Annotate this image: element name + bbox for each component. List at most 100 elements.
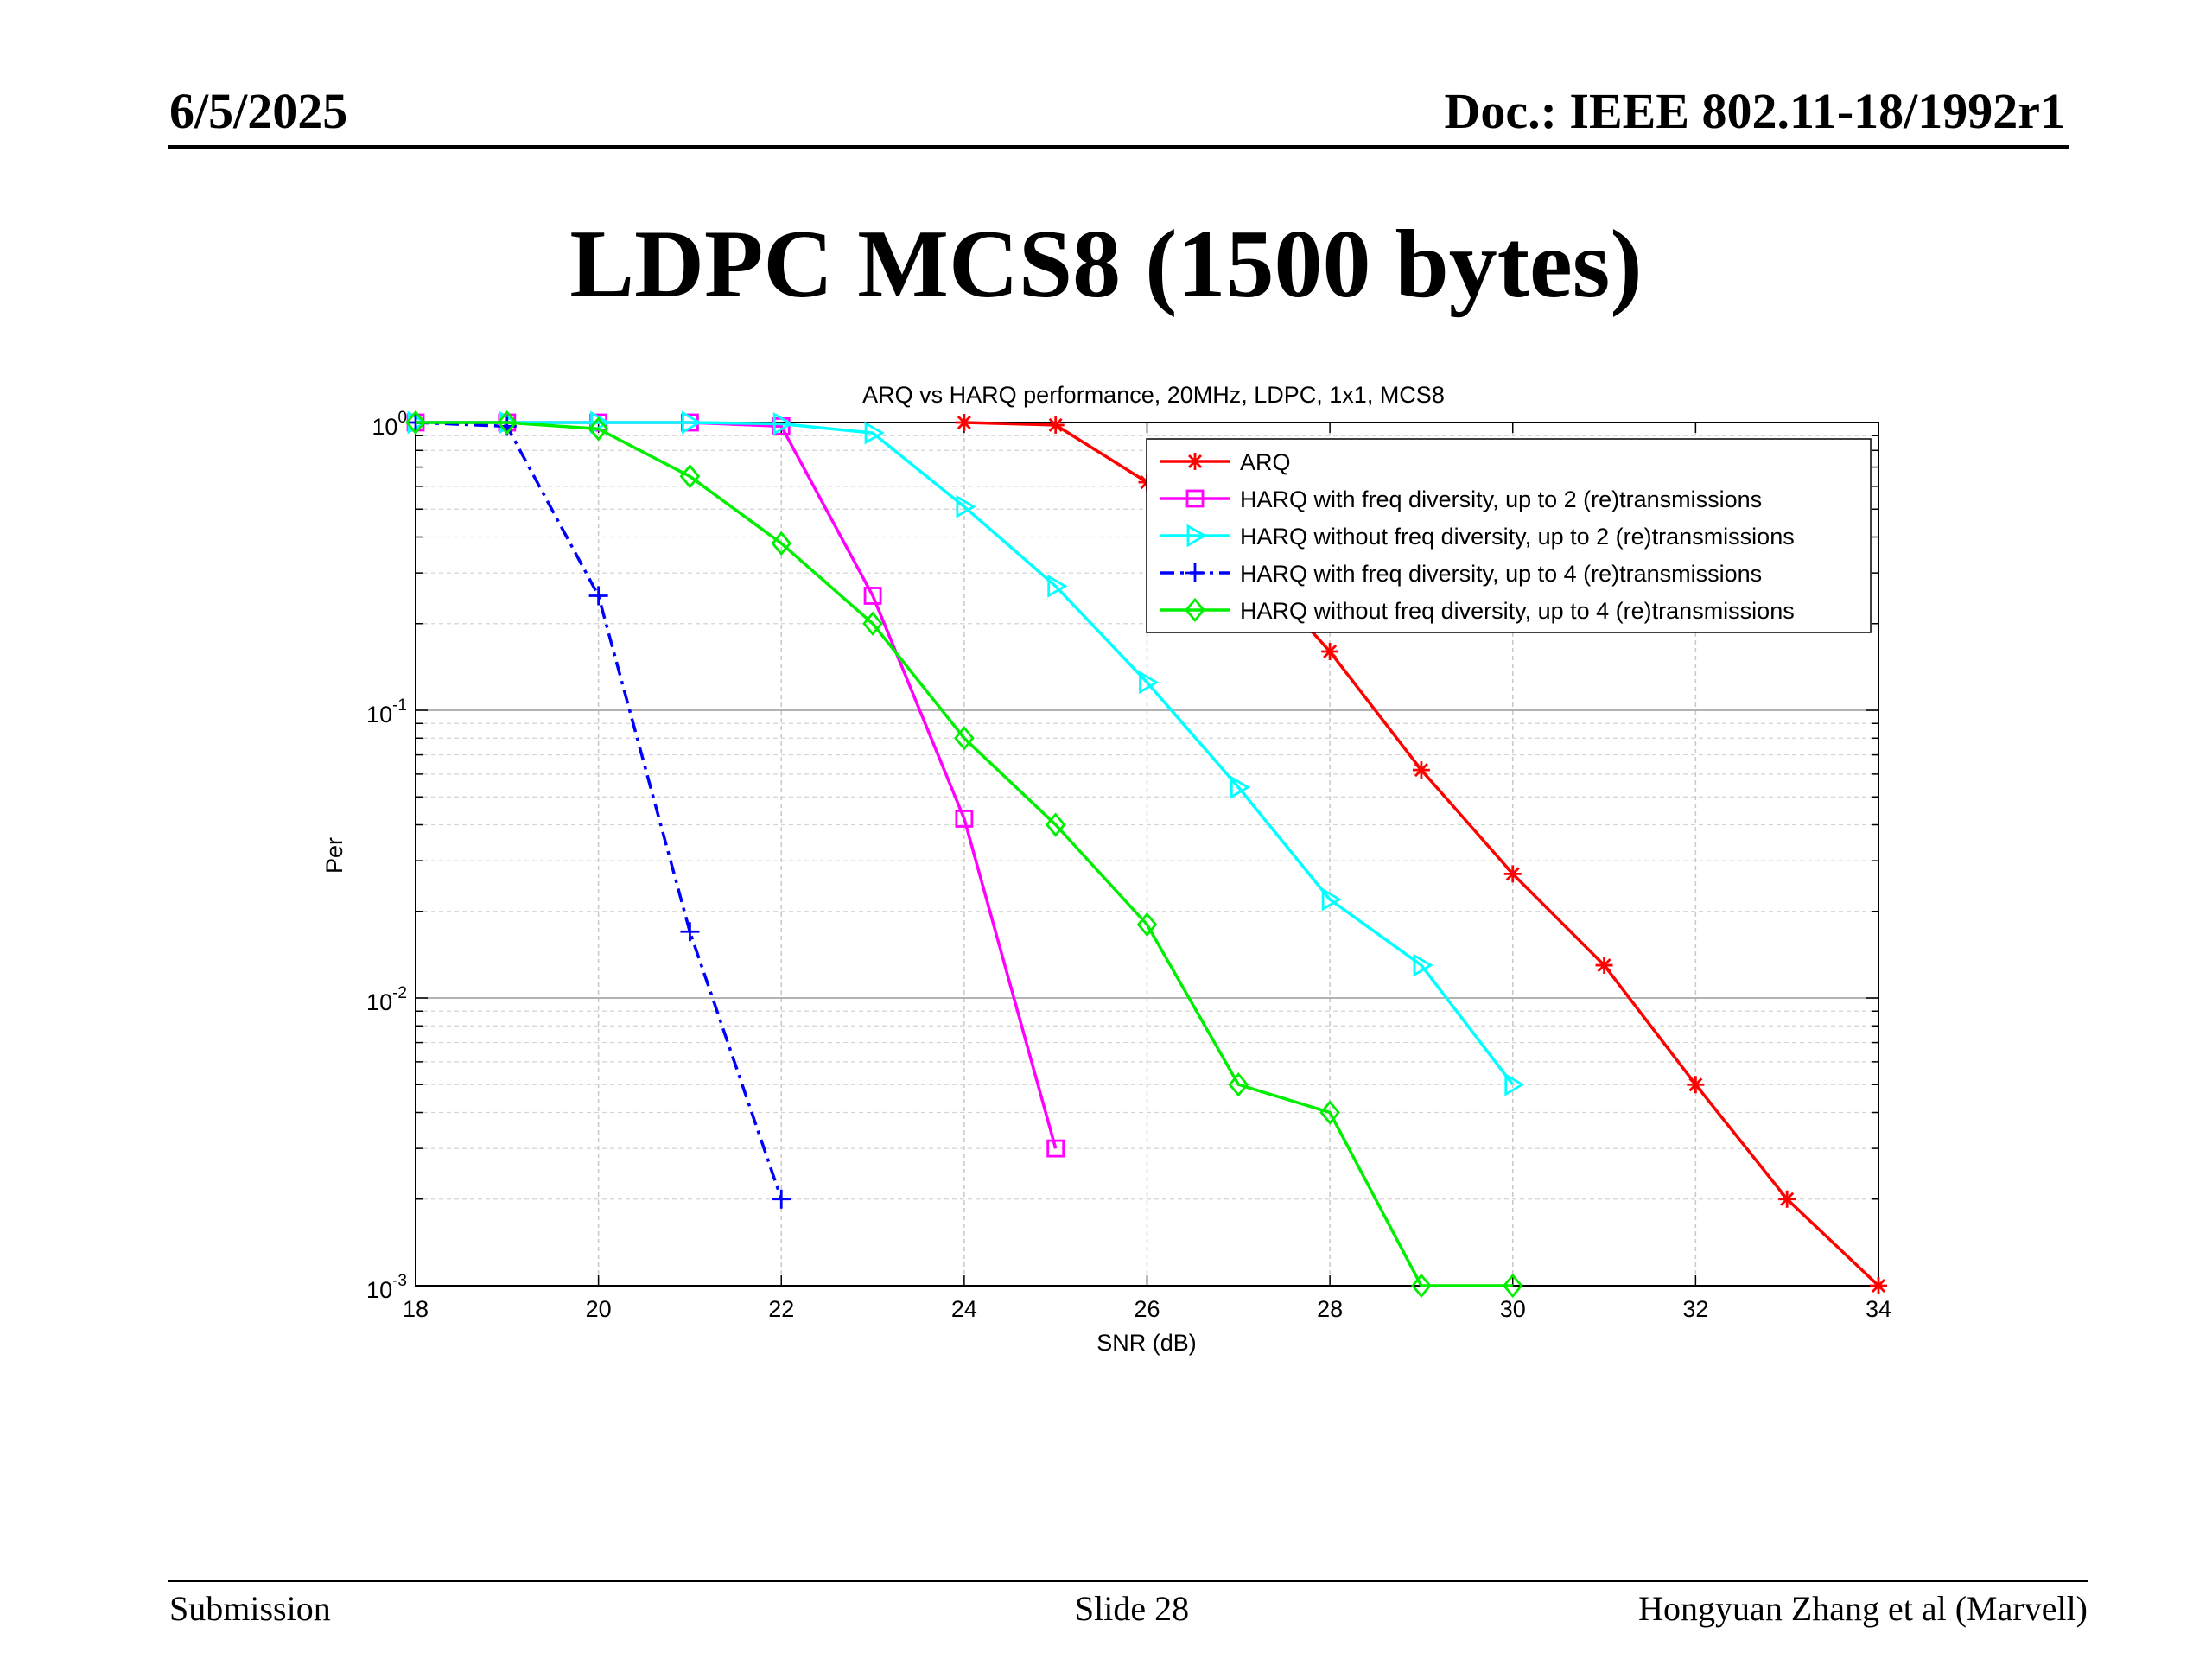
legend-label: HARQ with freq diversity, up to 2 (re)tr… — [1240, 486, 1762, 512]
document-id: Doc.: IEEE 802.11-18/1992r1 — [1444, 83, 2065, 139]
chart-title: ARQ vs HARQ performance, 20MHz, LDPC, 1x… — [862, 382, 1445, 408]
legend-marker — [1185, 563, 1205, 582]
data-point — [772, 412, 794, 435]
data-point — [863, 587, 882, 605]
series-2 — [406, 413, 1065, 1158]
marker-diamond — [588, 416, 609, 442]
marker-diamond — [1502, 1273, 1523, 1299]
legend-marker — [1186, 453, 1204, 470]
y-tick-label: 10-1 — [366, 696, 407, 728]
footer-author: Hongyuan Zhang et al (Marvell) — [1638, 1589, 2088, 1628]
marker-diamond — [1319, 1100, 1340, 1125]
marker-triangle — [1321, 887, 1342, 912]
data-point — [862, 611, 883, 636]
legend-entry: ARQ — [1160, 449, 1291, 475]
y-tick-label: 10-2 — [366, 984, 407, 1015]
marker-diamond — [1136, 912, 1158, 938]
data-point — [496, 410, 518, 435]
data-point — [405, 410, 426, 435]
data-point — [956, 494, 976, 518]
legend-box — [1146, 438, 1872, 633]
data-point — [682, 410, 702, 435]
marker-diamond — [954, 726, 975, 751]
data-point — [1687, 1076, 1705, 1094]
marker-triangle — [772, 412, 794, 435]
x-tick-label: 22 — [768, 1296, 794, 1322]
marker-diamond — [1185, 597, 1205, 623]
data-point — [1230, 775, 1251, 799]
slide-date: 6/5/2025 — [169, 83, 348, 139]
data-point — [1136, 912, 1158, 938]
data-point — [679, 464, 701, 489]
marker-triangle — [682, 410, 702, 435]
marker-triangle — [1230, 775, 1251, 799]
legend-entry: HARQ with freq diversity, up to 4 (re)tr… — [1160, 561, 1762, 587]
data-point — [1595, 957, 1613, 975]
marker-star-d2 — [1780, 1192, 1795, 1206]
legend-label: ARQ — [1240, 449, 1291, 475]
data-point — [1228, 1072, 1249, 1097]
x-tick-label: 18 — [403, 1296, 429, 1322]
header-divider — [168, 145, 2069, 149]
x-tick-label: 34 — [1866, 1296, 1891, 1322]
marker-square — [1046, 1139, 1065, 1158]
legend-label: HARQ with freq diversity, up to 4 (re)tr… — [1240, 561, 1762, 587]
data-point — [1504, 1072, 1525, 1096]
marker-triangle — [1504, 1072, 1525, 1096]
data-point — [1412, 761, 1430, 779]
legend-label: HARQ without freq diversity, up to 2 (re… — [1240, 524, 1795, 550]
data-point — [1319, 1100, 1340, 1125]
footer-submission: Submission — [169, 1589, 331, 1628]
data-point — [1045, 812, 1066, 837]
data-point — [955, 810, 974, 828]
data-point — [1502, 1273, 1523, 1299]
legend-marker — [1185, 489, 1205, 508]
data-point — [1778, 1190, 1796, 1208]
data-point — [771, 531, 792, 556]
marker-star-d2 — [1048, 417, 1063, 432]
x-axis-label: SNR (dB) — [1096, 1330, 1197, 1356]
marker-star-d2 — [957, 416, 971, 429]
data-point — [588, 416, 609, 442]
marker-square — [955, 810, 974, 828]
data-point — [1870, 1277, 1887, 1294]
marker-diamond — [771, 531, 792, 556]
x-tick-label: 32 — [1682, 1296, 1708, 1322]
marker-triangle — [1186, 524, 1207, 548]
data-point — [1411, 1273, 1432, 1299]
x-tick-label: 30 — [1500, 1296, 1526, 1322]
marker-star-d2 — [1597, 958, 1611, 973]
marker-triangle — [864, 421, 885, 445]
legend-entry: HARQ without freq diversity, up to 2 (re… — [1160, 524, 1795, 550]
data-point — [1321, 887, 1342, 912]
marker-triangle — [590, 410, 611, 435]
data-point — [1321, 643, 1339, 661]
marker-triangle — [1413, 953, 1433, 977]
data-point — [955, 414, 973, 431]
legend: ARQ HARQ with freq diversity, up to 2 (re… — [1146, 438, 1872, 633]
series-line — [416, 421, 1513, 1287]
x-tick-label: 28 — [1317, 1296, 1343, 1322]
data-point — [680, 922, 700, 942]
x-tick-label: 20 — [586, 1296, 612, 1322]
x-tick-label: 24 — [951, 1296, 977, 1322]
slide-title: LDPC MCS8 (1500 bytes) — [569, 211, 1643, 318]
marker-diamond — [679, 464, 701, 489]
axis-ticks: 18 20 22 24 26 28 30 32 34 100 10-1 10-2 10-3 — [366, 409, 1891, 1322]
marker-triangle — [1047, 574, 1068, 598]
marker-triangle — [956, 494, 976, 518]
data-point — [1139, 671, 1160, 695]
series-line — [415, 421, 783, 1200]
marker-triangle — [1139, 671, 1160, 695]
marker-star-d2 — [1414, 763, 1428, 778]
y-axis-label: Per — [321, 837, 347, 874]
slide-number: Slide 28 — [1074, 1589, 1190, 1628]
marker-square — [1185, 489, 1205, 508]
y-tick-label: 100 — [372, 409, 407, 440]
data-point — [1047, 574, 1068, 598]
x-tick-label: 26 — [1134, 1296, 1160, 1322]
data-point — [1413, 953, 1433, 977]
marker-diamond — [862, 611, 883, 636]
data-point — [588, 586, 608, 606]
